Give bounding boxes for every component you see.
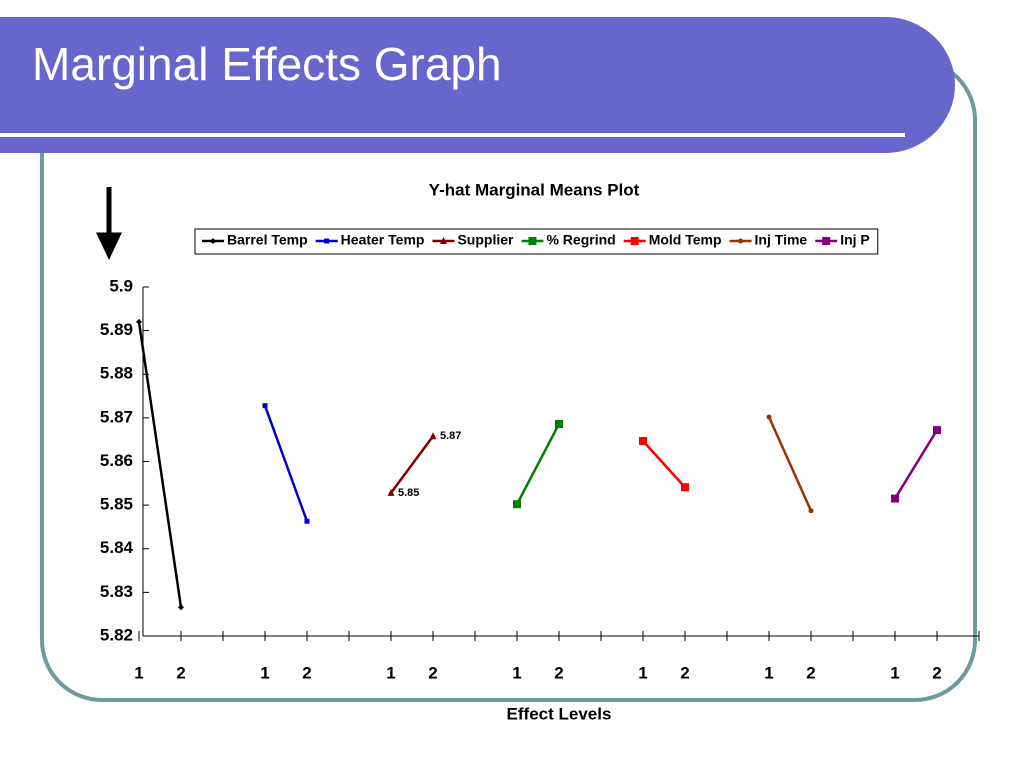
- series-line: [263, 405, 309, 522]
- data-point: [178, 604, 184, 611]
- frame: [40, 58, 977, 702]
- data-point: [891, 494, 899, 503]
- chart-title: Y-hat Marginal Means Plot: [429, 180, 640, 199]
- legend-marker: [630, 237, 639, 245]
- legend-label: Supplier: [457, 232, 514, 248]
- data-point: [429, 432, 437, 440]
- x-tick-label: 1: [638, 663, 647, 682]
- slide-title: Marginal Effects Graph: [32, 38, 502, 90]
- legend-label: Heater Temp: [341, 232, 425, 248]
- series-line: [893, 429, 939, 500]
- x-tick-label: 1: [890, 663, 899, 682]
- series-line: [767, 416, 813, 512]
- legend-marker: [324, 238, 330, 244]
- x-tick-label: 1: [764, 663, 773, 682]
- y-tick-label: 5.87: [100, 407, 133, 426]
- x-tick-label: 1: [386, 663, 395, 682]
- x-tick-label: 2: [806, 663, 815, 682]
- header-bar: [0, 17, 955, 153]
- x-tick-label: 2: [680, 663, 689, 682]
- legend-label: Inj Time: [755, 232, 808, 248]
- series-line: [642, 440, 686, 489]
- data-label: 5.87: [440, 430, 461, 442]
- y-tick-label: 5.82: [100, 625, 133, 644]
- data-point: [262, 403, 268, 409]
- y-tick-label: 5.89: [100, 320, 133, 339]
- data-point: [555, 419, 563, 428]
- legend-label: Inj P: [840, 232, 870, 248]
- y-tick-label: 5.9: [109, 276, 133, 295]
- series-line: [137, 321, 183, 608]
- x-tick-label: 1: [134, 663, 143, 682]
- data-point: [136, 318, 142, 325]
- x-tick-label: 2: [932, 663, 941, 682]
- legend-marker: [528, 237, 537, 245]
- legend-marker: [439, 237, 447, 244]
- legend-marker: [822, 237, 831, 245]
- arrow: [96, 187, 122, 260]
- x-tick-label: 2: [176, 663, 185, 682]
- y-tick-label: 5.88: [100, 364, 133, 383]
- x-tick-label: 2: [428, 663, 437, 682]
- y-tick-label: 5.84: [100, 538, 134, 557]
- x-axis-label: Effect Levels: [507, 704, 612, 723]
- series-line: [389, 435, 435, 494]
- data-point: [681, 483, 689, 492]
- legend-label: Mold Temp: [649, 232, 722, 248]
- data-label: 5.85: [398, 487, 419, 499]
- y-tick-label: 5.85: [100, 495, 133, 514]
- y-tick-label: 5.86: [100, 451, 133, 470]
- y-tick-label: 5.83: [100, 582, 133, 601]
- legend-label: % Regrind: [546, 232, 615, 248]
- header-rule: [0, 133, 905, 137]
- data-point: [639, 436, 647, 445]
- data-point: [808, 508, 814, 514]
- x-tick-label: 1: [512, 663, 521, 682]
- data-point: [387, 488, 395, 496]
- data-point: [766, 414, 772, 420]
- x-tick-label: 2: [554, 663, 563, 682]
- legend-marker: [738, 238, 744, 244]
- data-point: [513, 500, 521, 509]
- series-line: [515, 423, 561, 505]
- x-tick-label: 1: [260, 663, 269, 682]
- data-point: [933, 426, 941, 435]
- data-point: [304, 518, 310, 524]
- legend-label: Barrel Temp: [227, 232, 308, 248]
- x-tick-label: 2: [302, 663, 311, 682]
- legend-marker: [210, 238, 216, 244]
